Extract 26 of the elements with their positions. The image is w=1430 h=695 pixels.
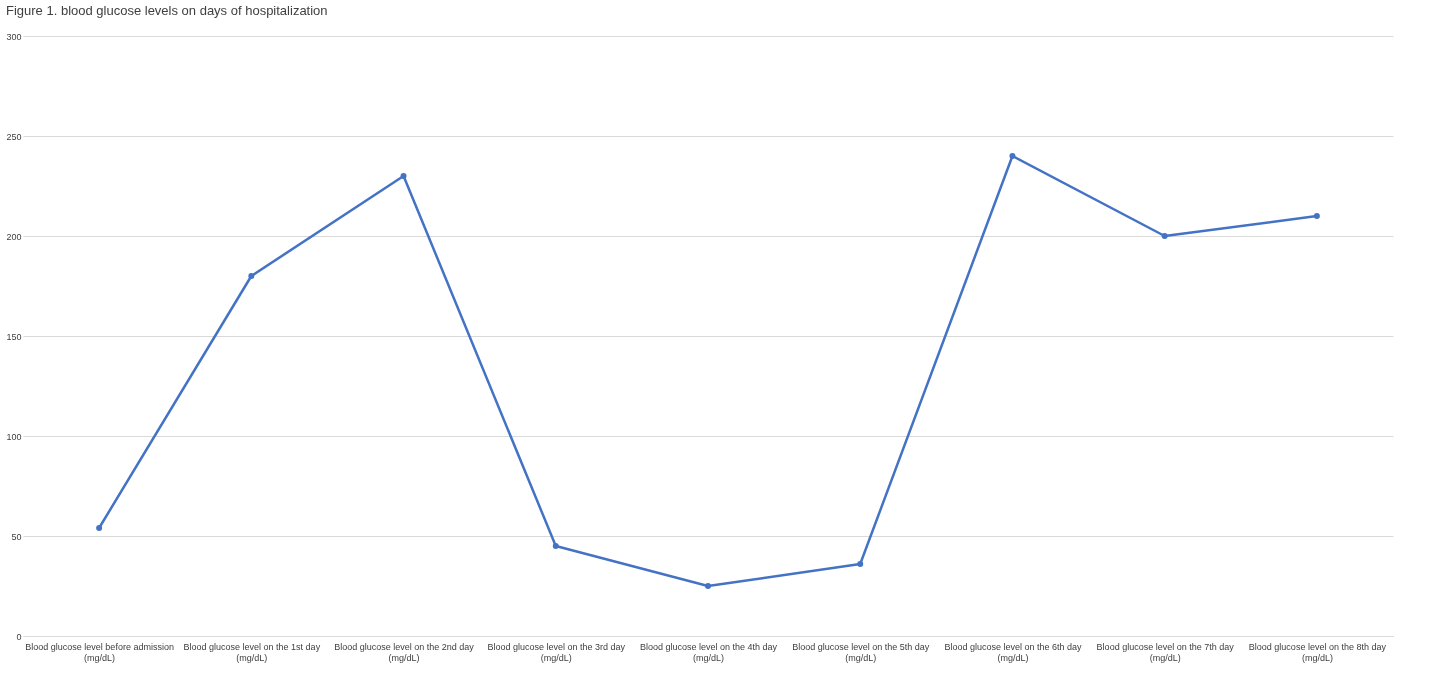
x-tick-label: Blood glucose level on the 3rd day (mg/dL) (487, 641, 626, 663)
point (400, 173, 407, 179)
y-tick-label: 200 (6, 231, 22, 242)
x-tick-label: Blood glucose level before admission (mg/dL) (25, 641, 174, 663)
point (705, 583, 711, 589)
point (248, 273, 255, 279)
point (857, 561, 864, 567)
y-tick-label: 300 (6, 31, 22, 42)
point (96, 525, 103, 531)
x-tick-label: Blood glucose level on the 4th day (mg/dL) (639, 641, 778, 663)
x-tick-label: Blood glucose level on the 7th day (mg/dL) (1096, 641, 1235, 663)
y-tick-label: 50 (11, 531, 22, 542)
x-tick-label: Blood glucose level on the 1st day (mg/dL) (183, 641, 321, 663)
x-tick-label: Blood glucose level on the 8th day (mg/dL) (1248, 641, 1387, 663)
x-tick-label: Blood glucose level on the 2nd day (mg/dL) (334, 641, 475, 663)
y-tick-label: 100 (6, 431, 22, 442)
x-tick-label: Blood glucose level on the 6th day (mg/dL) (944, 641, 1082, 663)
x-tick-label: Blood glucose level on the 5th day (mg/dL) (792, 641, 930, 663)
point (552, 543, 559, 549)
point (1009, 153, 1016, 159)
point (1161, 233, 1168, 239)
y-tick-label: 250 (6, 131, 22, 142)
y-tick-label: 0 (16, 631, 22, 642)
chart-title: Figure 1. blood glucose levels on days of hospitalization (5, 3, 328, 18)
point (1313, 213, 1320, 219)
y-tick-label: 150 (6, 331, 22, 342)
